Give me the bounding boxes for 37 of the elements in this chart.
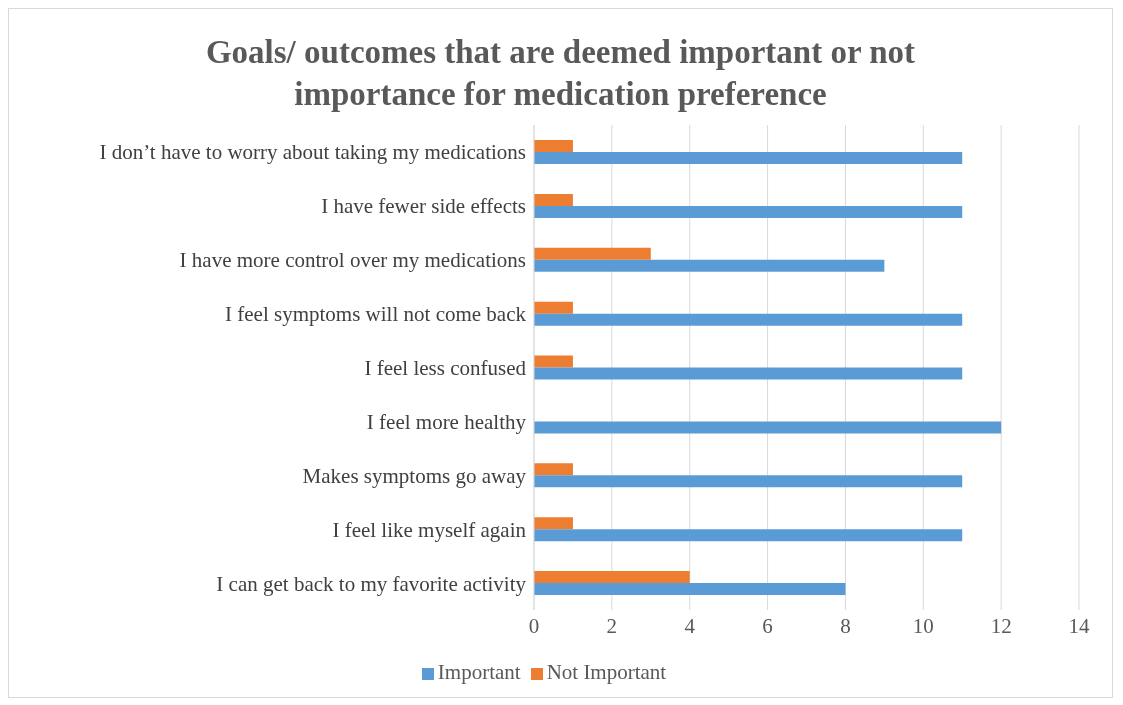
bar xyxy=(534,583,846,596)
y-tick-label: I feel less confused xyxy=(364,355,527,380)
y-tick-label: I feel like myself again xyxy=(332,517,527,542)
bar xyxy=(534,529,963,542)
x-tick-label: 14 xyxy=(1068,613,1090,638)
chart-title: Goals/ outcomes that are deemed important or not importance for medication preference xyxy=(204,33,917,114)
bar xyxy=(534,152,963,164)
x-tick-label: 6 xyxy=(762,613,773,638)
y-tick-label: I feel more healthy xyxy=(366,409,527,434)
x-tick-label: 10 xyxy=(912,613,934,638)
bar xyxy=(534,475,963,488)
y-tick-label: I have fewer side effects xyxy=(321,194,526,219)
legend-label: Important xyxy=(437,660,521,684)
bar xyxy=(534,367,963,380)
x-tick-label: 0 xyxy=(528,613,540,638)
y-tick-label: I feel symptoms will not come back xyxy=(225,302,527,327)
bar xyxy=(534,517,573,530)
bar xyxy=(534,355,573,368)
bar xyxy=(534,259,885,272)
y-tick-label: I don’t have to worry about taking my medications xyxy=(99,140,526,165)
y-tick-label: I have more control over my medications xyxy=(179,248,526,273)
x-tick-label: 2 xyxy=(606,613,618,638)
bar xyxy=(534,463,573,476)
bar xyxy=(534,421,1002,434)
bar xyxy=(534,205,963,218)
bar xyxy=(534,313,963,326)
bar xyxy=(534,301,573,314)
bar xyxy=(534,247,651,260)
x-tick-label: 4 xyxy=(684,613,696,638)
legend-label: Not Important xyxy=(546,660,667,684)
x-tick-label: 8 xyxy=(840,613,851,638)
x-tick-label: 12 xyxy=(990,613,1012,638)
bar xyxy=(534,571,690,584)
y-tick-label: Makes symptoms go away xyxy=(302,463,527,488)
bar xyxy=(534,193,573,206)
bar xyxy=(534,140,573,152)
y-tick-label: I can get back to my favorite activity xyxy=(216,571,527,596)
